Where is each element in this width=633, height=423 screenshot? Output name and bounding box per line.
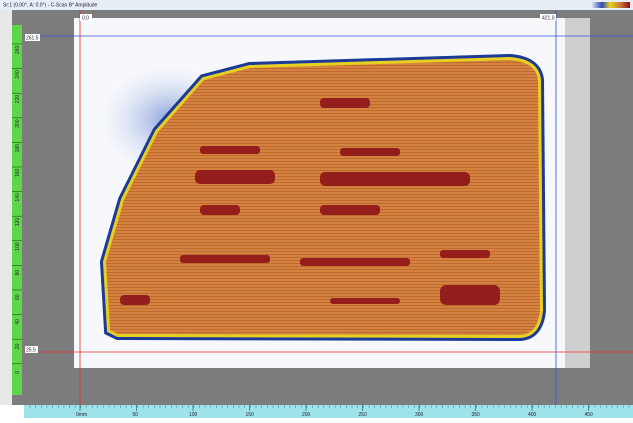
bottom-ruler-label: 300 (415, 412, 424, 418)
bottom-ruler-label: 350 (472, 412, 481, 418)
bottom-ruler-label: 100 (189, 412, 198, 418)
bottom-ruler-label: 450 (585, 412, 594, 418)
cursor-y-top: 261.5 (26, 36, 39, 42)
bottom-ruler (24, 405, 633, 418)
left-ruler-label: 220 (15, 95, 21, 104)
ruler-gutter (0, 10, 12, 405)
left-ruler-label: 40 (15, 319, 21, 325)
bottom-ruler-label: 200 (302, 412, 311, 418)
bottom-ruler-label: 50 (133, 412, 139, 418)
left-ruler-label: 0 (15, 371, 21, 374)
scan-margin (565, 18, 590, 368)
c-scan-window: Sr:1 (0.00°, A: 0.0°) - C-Scan B* Amplit… (0, 0, 633, 418)
bottom-ruler-label: 400 (528, 412, 537, 418)
color-scale (590, 2, 630, 8)
bottom-ruler-label: 250 (359, 412, 368, 418)
left-ruler-label: 160 (15, 168, 21, 177)
bottom-ruler-label: 150 (246, 412, 255, 418)
left-ruler-label: 200 (15, 119, 21, 128)
left-ruler-label: 240 (15, 70, 21, 79)
left-ruler-label: 100 (15, 242, 21, 251)
left-ruler-label: 20 (15, 343, 21, 349)
left-ruler-label: 120 (15, 218, 21, 227)
page: Sr:1 (0.00°, A: 0.0°) - C-Scan B* Amplit… (0, 0, 633, 418)
bottom-ruler-label: 0mm (76, 412, 87, 418)
cursor-x-left: 0.0 (82, 16, 89, 22)
left-ruler-label: 140 (15, 193, 21, 202)
left-ruler-label: 180 (15, 144, 21, 153)
left-ruler-label: 80 (15, 270, 21, 276)
left-ruler-label: 60 (15, 294, 21, 300)
cursor-x-right: 421.0 (542, 16, 555, 22)
cursor-y-bottom: 25.5 (26, 348, 36, 354)
window-title: Sr:1 (0.00°, A: 0.0°) - C-Scan B* Amplit… (3, 3, 98, 9)
left-ruler-label: 260 (15, 45, 21, 54)
